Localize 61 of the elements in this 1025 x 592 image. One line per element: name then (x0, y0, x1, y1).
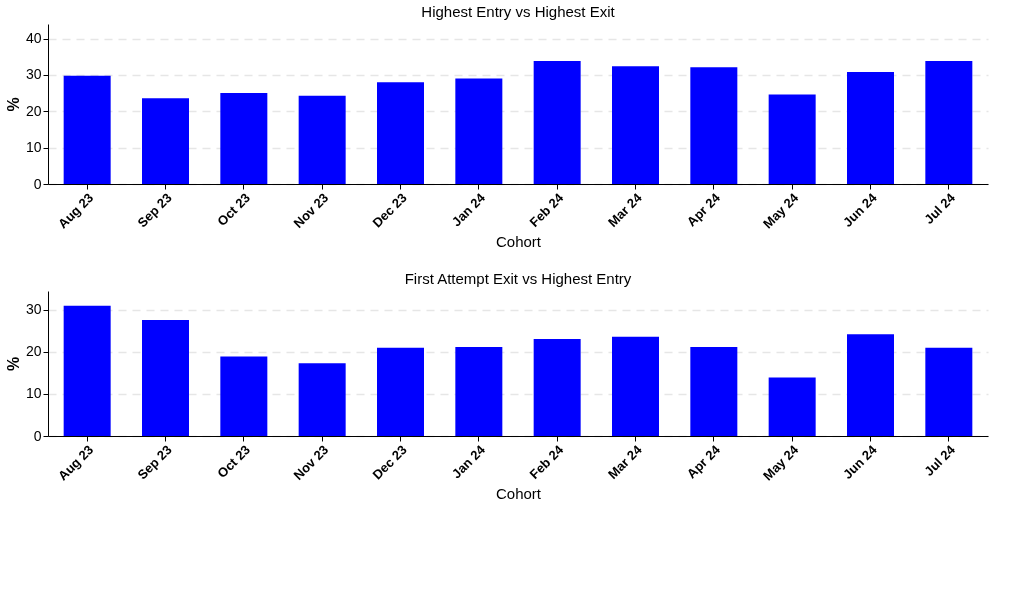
y-tick-label: 0 (33, 427, 42, 444)
bar (847, 334, 894, 436)
bar (690, 346, 738, 436)
x-tick-label: Feb 24 (526, 189, 567, 230)
x-tick-label: Oct 23 (214, 442, 254, 481)
y-axis-title: % (4, 356, 22, 372)
bar (612, 336, 659, 436)
x-tick-label: Jul 24 (921, 189, 959, 227)
bar (768, 377, 816, 436)
x-tick-label: Jun 24 (839, 189, 881, 230)
bar (768, 94, 816, 184)
x-tick-label: Jan 24 (448, 189, 489, 230)
x-axis-title: Cohort (495, 233, 542, 251)
x-tick-label: Aug 23 (55, 190, 97, 232)
bar (455, 346, 503, 436)
bar (690, 67, 738, 184)
x-tick-label: Apr 24 (683, 441, 724, 482)
x-tick-label: Jul 24 (921, 441, 959, 479)
chart-title: First Attempt Exit vs Highest Entry (404, 270, 632, 287)
y-tick-label: 0 (33, 175, 42, 192)
y-axis-title: % (4, 97, 22, 112)
bar (847, 72, 894, 184)
x-tick-label: Sep 23 (134, 190, 175, 231)
bar (220, 93, 268, 184)
x-tick-label: Jun 24 (839, 441, 881, 482)
x-tick-label: Mar 24 (604, 189, 646, 230)
bar (63, 305, 111, 436)
x-tick-label: Oct 23 (214, 190, 254, 229)
chart-title: Highest Entry vs Highest Exit (421, 3, 616, 20)
bar (533, 338, 581, 436)
x-tick-label: Dec 23 (369, 190, 410, 231)
x-tick-label: Feb 24 (526, 441, 567, 482)
x-tick-label: Aug 23 (55, 442, 97, 484)
x-tick-label: Dec 23 (369, 442, 410, 483)
y-tick-label: 10 (25, 139, 42, 156)
y-tick-label: 20 (25, 102, 42, 119)
x-tick-label: Apr 24 (683, 189, 724, 230)
bar (298, 95, 346, 184)
bar (142, 98, 189, 184)
x-tick-label: Nov 23 (290, 442, 332, 483)
y-tick-label: 30 (25, 66, 42, 83)
y-tick-label: 10 (25, 385, 42, 402)
bar (925, 347, 973, 436)
bar (220, 356, 268, 436)
bar (377, 82, 424, 184)
bar (533, 61, 581, 184)
bar (298, 363, 346, 436)
y-tick-label: 20 (25, 343, 42, 360)
x-tick-label: Nov 23 (290, 190, 332, 231)
x-tick-label: Mar 24 (604, 441, 646, 482)
bar (925, 61, 973, 184)
bar (377, 347, 424, 436)
x-tick-label: Sep 23 (134, 442, 175, 483)
x-axis-title: Cohort (495, 485, 542, 503)
bar (455, 78, 503, 184)
y-tick-label: 30 (25, 301, 42, 318)
bar (142, 320, 189, 436)
x-tick-label: Jan 24 (448, 441, 489, 482)
bar (63, 75, 111, 184)
y-tick-label: 40 (25, 30, 42, 47)
bar (612, 66, 659, 184)
